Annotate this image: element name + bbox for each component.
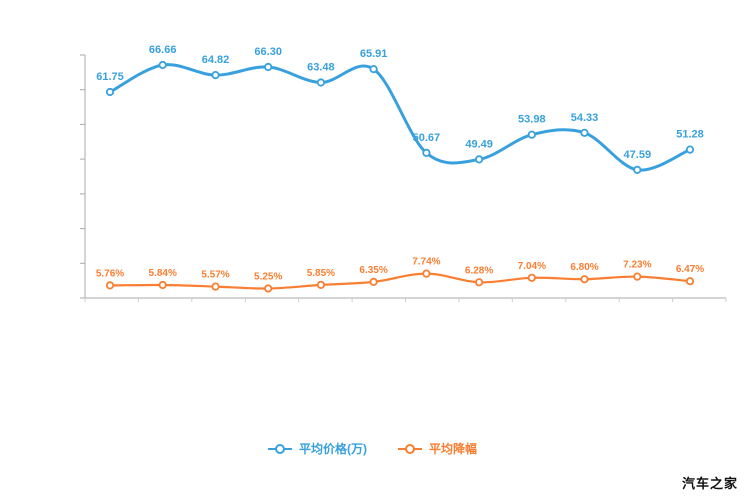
svg-text:6.35%: 6.35% <box>359 265 387 276</box>
svg-text:66.66: 66.66 <box>149 44 177 56</box>
svg-text:6.28%: 6.28% <box>465 265 493 276</box>
svg-text:5.25%: 5.25% <box>254 272 282 283</box>
svg-text:5.84%: 5.84% <box>149 268 177 279</box>
svg-text:51.28: 51.28 <box>676 129 704 141</box>
svg-text:5.57%: 5.57% <box>201 270 229 281</box>
svg-text:6.80%: 6.80% <box>570 262 598 273</box>
svg-text:5.85%: 5.85% <box>307 268 335 279</box>
line-series-icon <box>397 443 423 455</box>
price-discount-line-chart: 61.75 66.66 64.82 66.30 63.48 65.91 50.67 49.49… <box>80 44 727 302</box>
svg-text:64.82: 64.82 <box>202 54 230 66</box>
svg-text:61.75: 61.75 <box>96 71 124 83</box>
svg-text:50.67: 50.67 <box>413 132 441 144</box>
svg-text:5.76%: 5.76% <box>96 268 124 279</box>
legend-label: 平均价格(万) <box>298 442 367 456</box>
svg-text:7.04%: 7.04% <box>518 261 546 272</box>
svg-text:66.30: 66.30 <box>254 46 282 58</box>
svg-text:49.49: 49.49 <box>465 138 493 150</box>
svg-text:65.91: 65.91 <box>360 48 388 60</box>
svg-text:63.48: 63.48 <box>307 62 335 74</box>
legend: 平均价格(万) 平均降幅 <box>0 440 744 457</box>
svg-text:6.47%: 6.47% <box>676 264 704 275</box>
svg-text:54.33: 54.33 <box>571 112 599 124</box>
svg-text:53.98: 53.98 <box>518 114 546 126</box>
svg-text:7.74%: 7.74% <box>412 257 440 268</box>
legend-item-average-price[interactable]: 平均价格(万) <box>267 440 367 457</box>
watermark: 汽车之家 <box>681 476 738 491</box>
legend-label: 平均降幅 <box>428 442 477 456</box>
line-series-icon <box>267 443 293 455</box>
legend-item-average-discount[interactable]: 平均降幅 <box>397 440 477 457</box>
svg-text:7.23%: 7.23% <box>623 260 651 271</box>
svg-text:47.59: 47.59 <box>624 149 652 161</box>
